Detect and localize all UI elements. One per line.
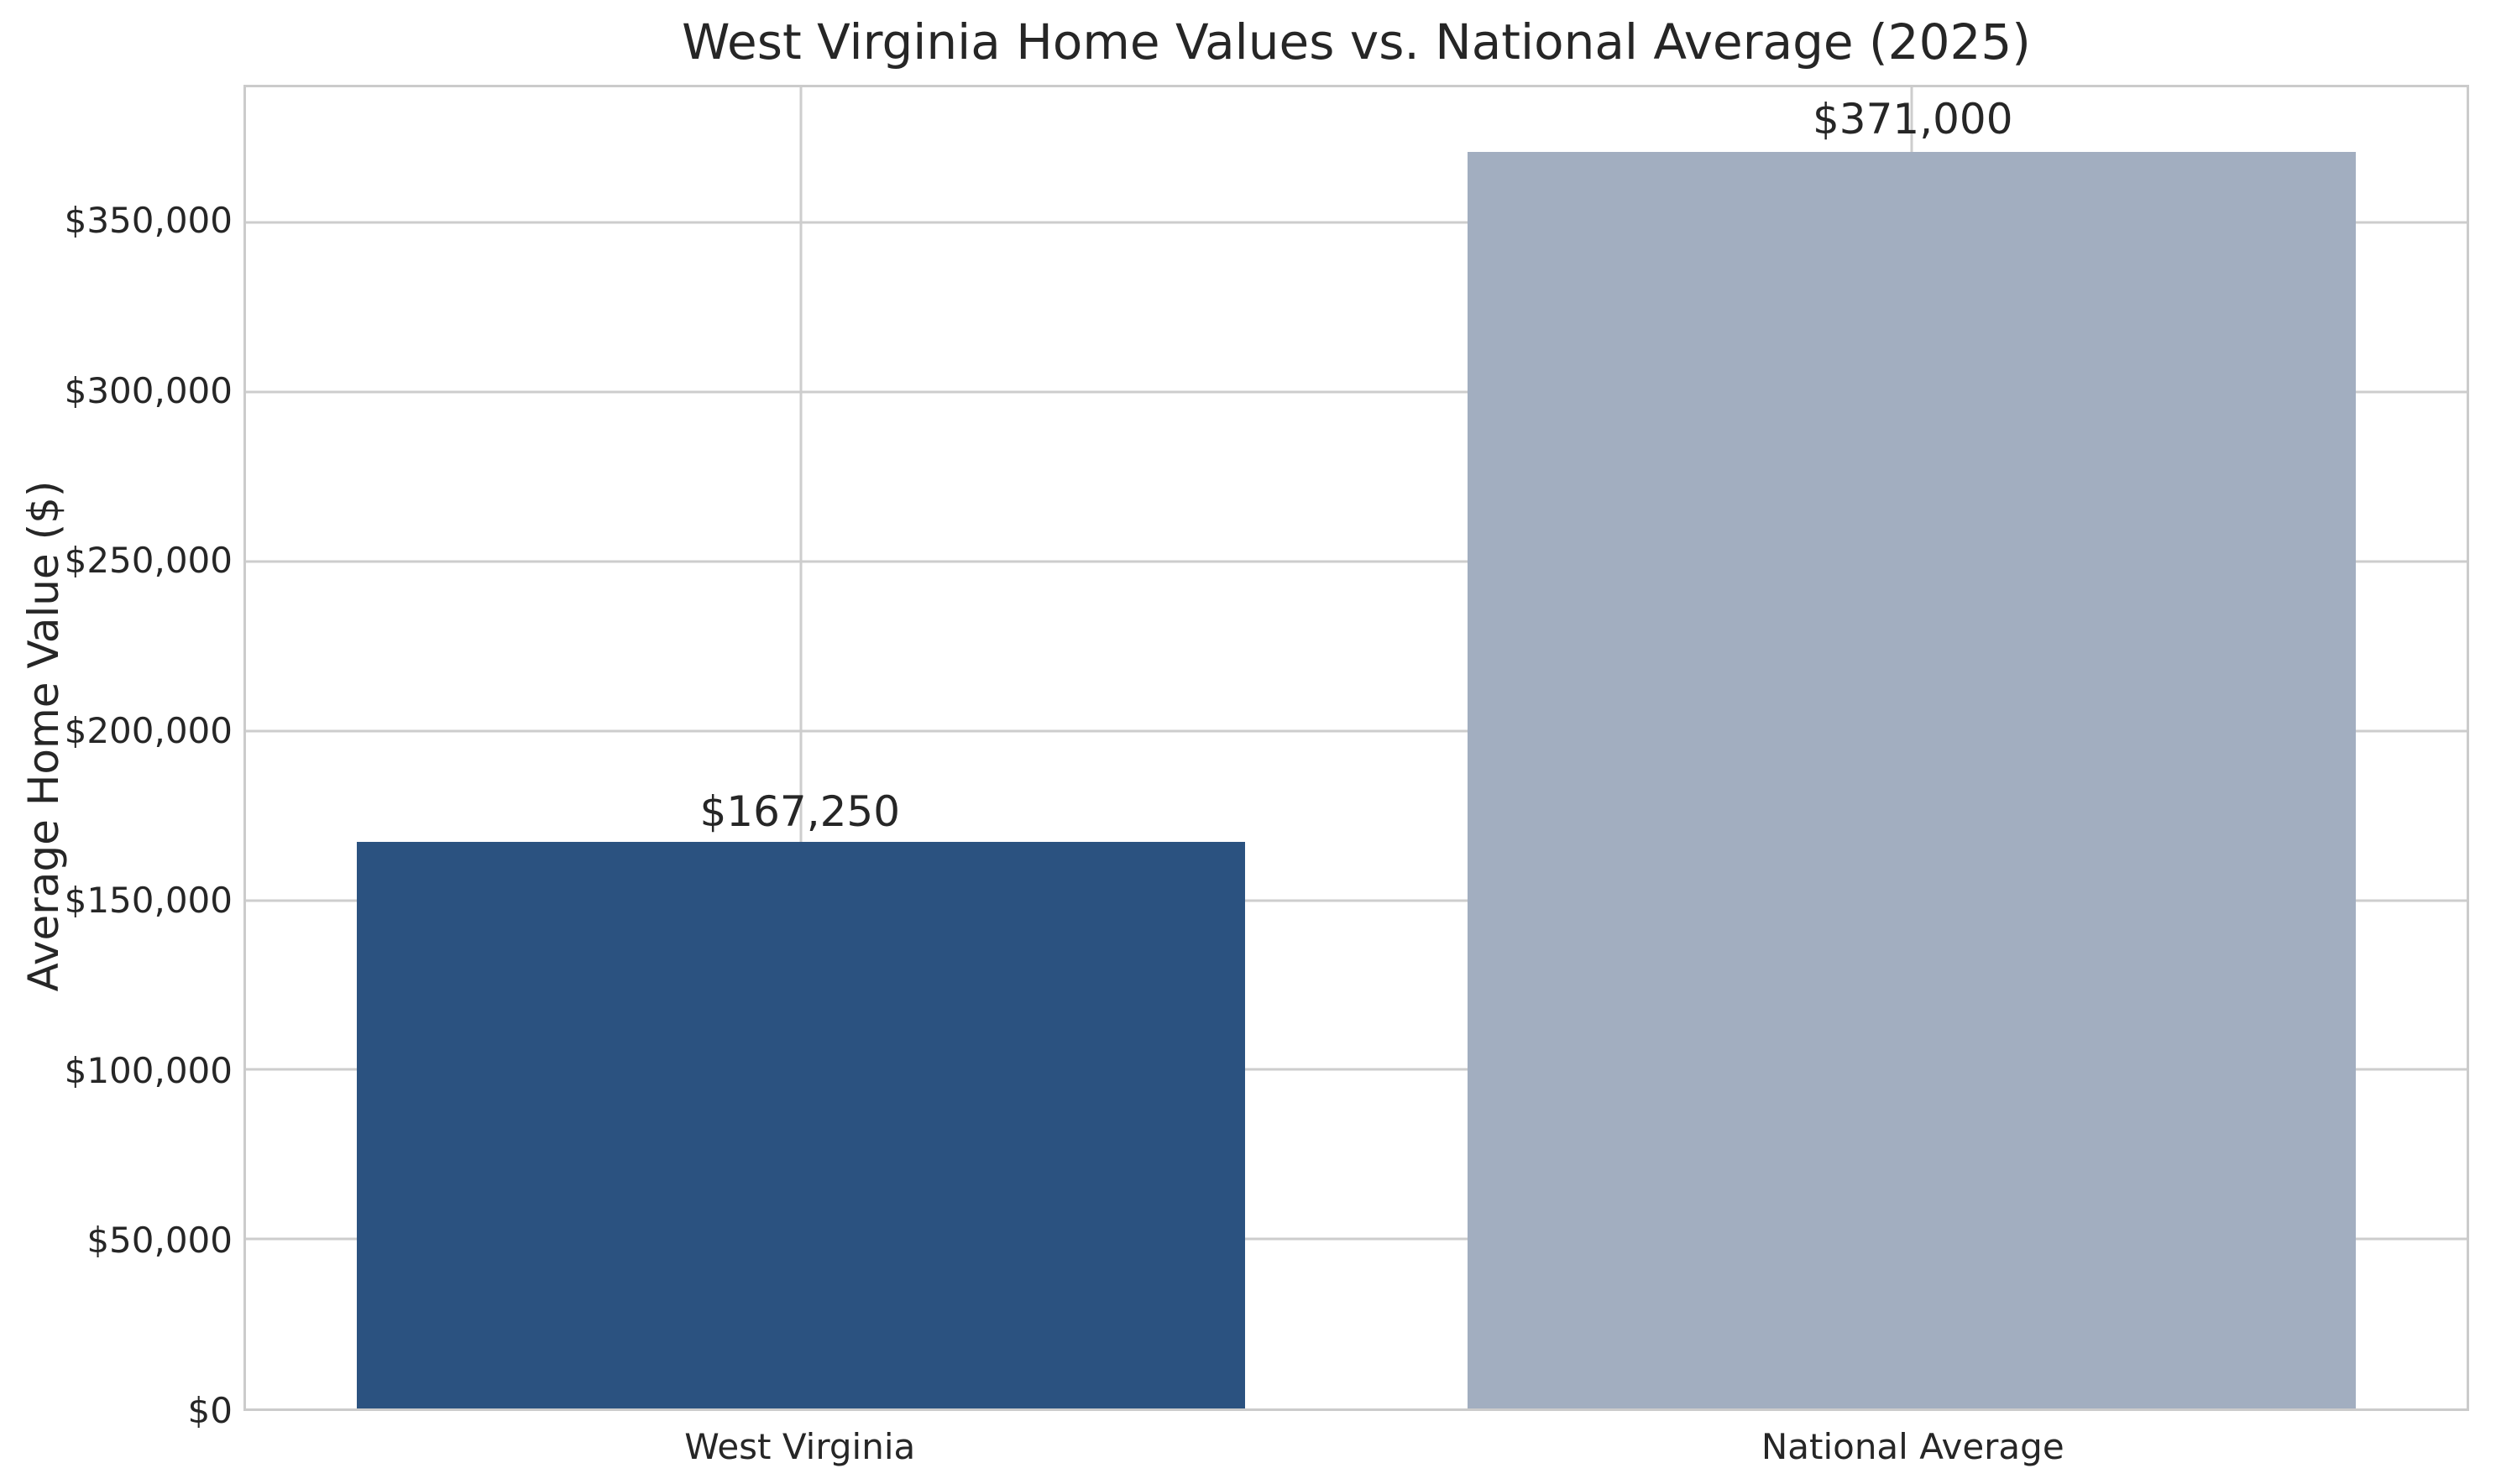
y-tick-label: $0 [187, 1390, 233, 1431]
bar-national-average [1467, 151, 2356, 1408]
chart-title: West Virginia Home Values vs. National A… [682, 13, 2031, 71]
h-gridline [246, 221, 2467, 224]
h-gridline [246, 729, 2467, 733]
h-gridline [246, 1237, 2467, 1241]
y-tick-label: $50,000 [86, 1220, 233, 1262]
x-tick-label: West Virginia [684, 1426, 916, 1467]
h-gridline [246, 390, 2467, 394]
bar-value-label: $167,250 [699, 787, 901, 837]
bar-west-virginia [357, 842, 1246, 1408]
y-tick-label: $350,000 [64, 200, 233, 242]
y-tick-label: $300,000 [64, 369, 233, 411]
h-gridline [246, 1068, 2467, 1071]
y-tick-label: $250,000 [64, 540, 233, 582]
y-tick-label: $200,000 [64, 709, 233, 751]
y-tick-label: $150,000 [64, 880, 233, 922]
h-gridline [246, 899, 2467, 902]
plot-area [243, 85, 2469, 1411]
bar-value-label: $371,000 [1812, 94, 2013, 144]
x-tick-label: National Average [1761, 1426, 2064, 1467]
h-gridline [246, 560, 2467, 563]
y-tick-label: $100,000 [64, 1049, 233, 1091]
v-gridline [799, 87, 803, 1408]
